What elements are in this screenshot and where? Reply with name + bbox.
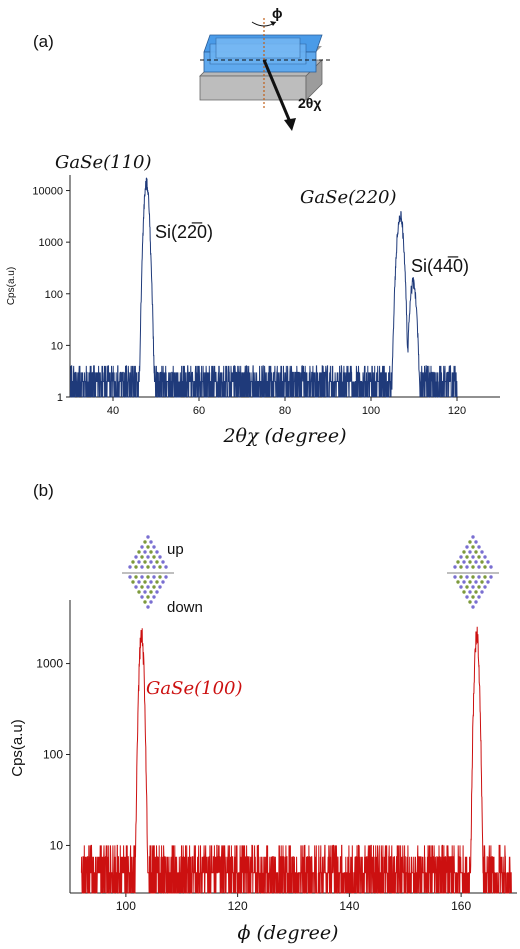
chart-b-x-tick-label: 160 xyxy=(451,899,471,913)
chart-a-series-line xyxy=(69,177,458,398)
chart-b-series-line xyxy=(80,626,512,894)
chart-b-x-tick-label: 100 xyxy=(116,899,136,913)
two-theta-chi-label: 2θχ xyxy=(298,95,321,111)
chart-a-x-tick-label: 60 xyxy=(193,405,205,417)
chart-a-y-label: Cps(a.u) xyxy=(6,267,17,305)
chart-b-y-tick-label: 10 xyxy=(50,838,64,852)
chart-a-y-tick-label: 100 xyxy=(45,289,63,301)
chart-a-x-tick-label: 100 xyxy=(362,405,380,417)
chart-a-x-label: 2θχ (degree) xyxy=(222,425,346,447)
chart-b: 100 120 140 160 10 100 1000 Cps(a.u) ϕ (degre… xyxy=(9,535,517,944)
chart-b-y-tick-label: 100 xyxy=(43,748,63,762)
chart-b-x-label: ϕ (degree) xyxy=(238,922,339,944)
chart-b-x-tick-label: 140 xyxy=(339,899,359,913)
ann-down: down xyxy=(167,599,203,616)
chart-a-y-tick-label: 10000 xyxy=(32,186,63,198)
chart-a-y-tick-label: 1 xyxy=(57,392,63,404)
chart-b-y-tick-label: 1000 xyxy=(36,657,63,671)
ann-si-220: Si(22̅0) xyxy=(155,222,213,242)
crystal-up-down-icon-right xyxy=(447,535,499,609)
chart-a-y-tick-label: 1000 xyxy=(39,237,63,249)
chart-b-x-tick-label: 120 xyxy=(228,899,248,913)
chart-b-y-label: Cps(a.u) xyxy=(9,719,26,777)
chart-a-y-tick-label: 10 xyxy=(51,340,63,352)
ann-up: up xyxy=(167,541,184,558)
chart-a-x-tick-label: 40 xyxy=(107,405,119,417)
crystal-up-down-icon-left xyxy=(122,535,174,609)
diffraction-schematic: ϕ 2θχ xyxy=(199,5,330,131)
panel-b-label: (b) xyxy=(33,481,54,500)
ann-gase-220: GaSe(220) xyxy=(300,187,397,208)
chart-a-x-tick-label: 120 xyxy=(448,405,466,417)
ann-gase-100: GaSe(100) xyxy=(146,678,243,699)
panel-a-label: (a) xyxy=(33,32,54,51)
ann-gase-110: GaSe(110) xyxy=(55,152,152,173)
phi-label: ϕ xyxy=(272,5,283,21)
chart-a-x-tick-label: 80 xyxy=(279,405,291,417)
ann-si-440: Si(44̅0) xyxy=(411,256,469,276)
